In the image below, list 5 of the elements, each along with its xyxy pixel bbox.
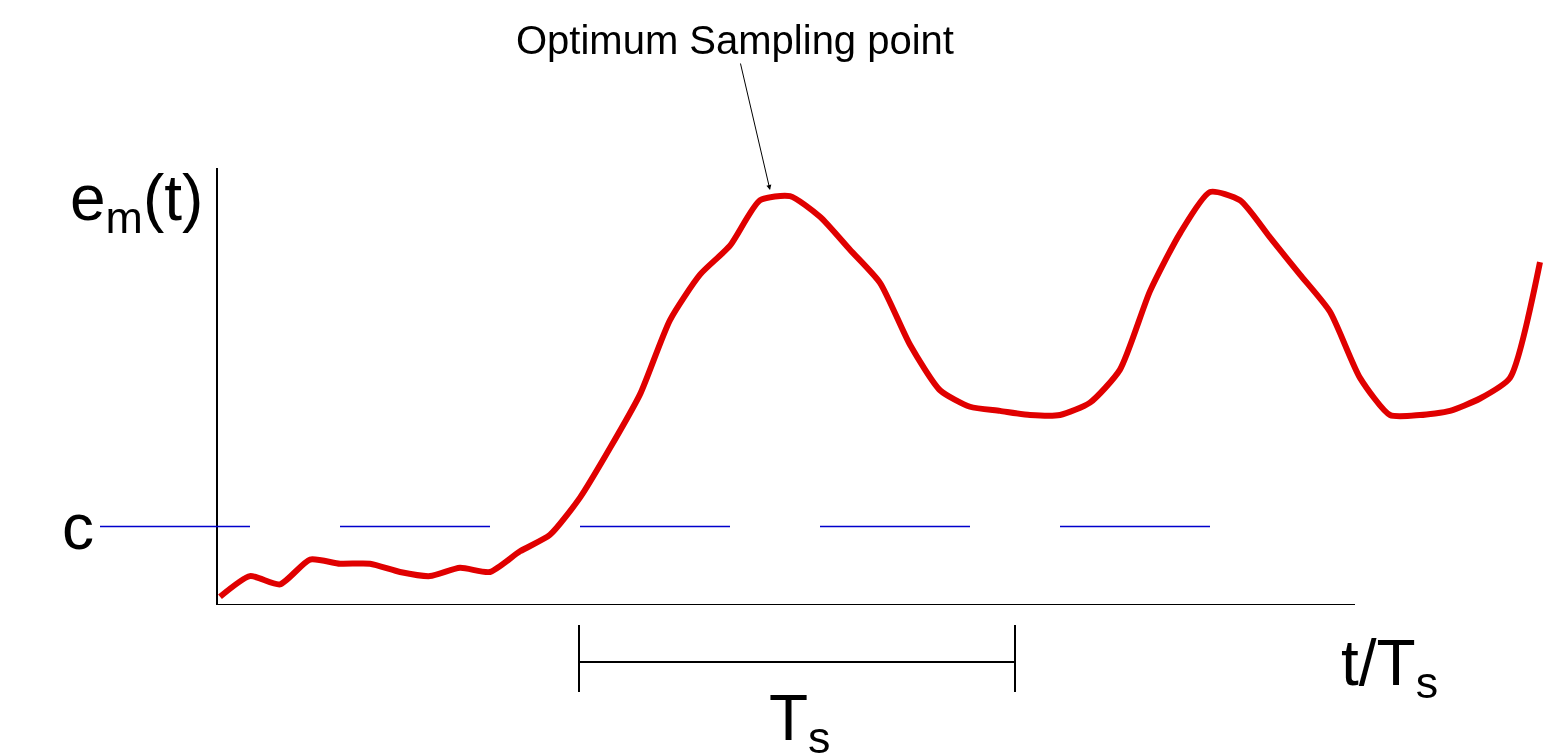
ref-line-label: c [62,491,94,563]
text: Optimum Sampling point [516,18,954,62]
x-axis-title: t/T$_{s}$ [1341,627,1439,708]
y-axis-title: e$_{m}$(t) [70,162,204,243]
text: T$_{s}$ [769,682,831,755]
